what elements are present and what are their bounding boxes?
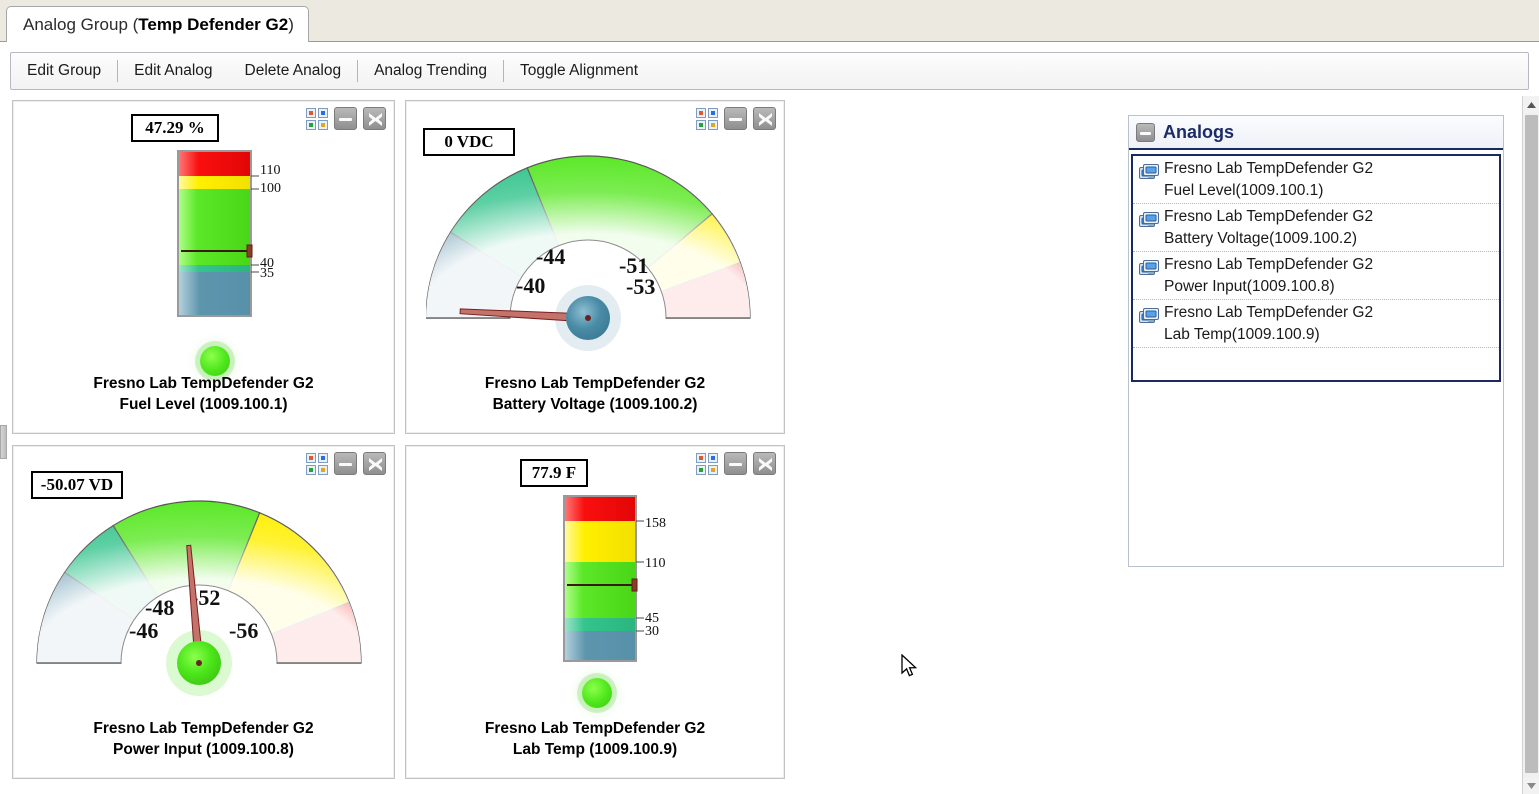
value-display-battery-voltage: 0 VDC [423, 128, 515, 156]
panel-controls [696, 107, 776, 130]
scroll-up-arrow-icon[interactable] [1523, 96, 1539, 113]
close-icon[interactable] [753, 452, 776, 475]
tab-label-group-name: Temp Defender G2 [138, 14, 289, 34]
svg-text:-46: -46 [129, 618, 158, 643]
bar-gauge-lab-temp: 158 110 45 30 [563, 495, 666, 662]
svg-text:35: 35 [260, 266, 274, 281]
list-item[interactable]: Fresno Lab TempDefender G2 Fuel Level(10… [1133, 156, 1499, 204]
value-display-fuel-level: 47.29 % [131, 114, 219, 142]
caption-line-2: Fuel Level (1009.100.1) [119, 396, 288, 413]
svg-text:40: 40 [260, 256, 274, 271]
list-item-label: Fresno Lab TempDefender G2 Lab Temp(1009… [1164, 304, 1374, 343]
tab-strip: Analog Group (Temp Defender G2) [0, 0, 1539, 42]
caption-line-1: Fresno Lab TempDefender G2 [484, 375, 706, 392]
panel-caption-fuel-level: Fresno Lab TempDefender G2 Fuel Level (1… [13, 373, 394, 415]
caption-line-2: Lab Temp (1009.100.9) [512, 741, 678, 758]
svg-text:-53: -53 [626, 274, 655, 299]
minimize-icon[interactable] [724, 452, 747, 475]
monitor-icon [1138, 258, 1160, 280]
minimize-icon[interactable] [724, 107, 747, 130]
close-icon[interactable] [363, 452, 386, 475]
svg-text:-40: -40 [516, 273, 545, 298]
list-item-label: Fresno Lab TempDefender G2 Fuel Level(10… [1164, 160, 1374, 199]
layout-grid-icon[interactable] [696, 107, 718, 130]
monitor-icon [1138, 210, 1160, 232]
list-item[interactable]: Fresno Lab TempDefender G2 Power Input(1… [1133, 252, 1499, 300]
svg-text:30: 30 [645, 624, 659, 639]
dial-gauge-battery-voltage: -40 -44 -51 -53 [426, 155, 751, 351]
svg-text:-51: -51 [619, 253, 648, 278]
minimize-icon[interactable] [334, 452, 357, 475]
analog-panel-lab-temp: 77.9 F 158 11 [405, 445, 785, 779]
svg-text:100: 100 [260, 181, 281, 196]
svg-text:158: 158 [645, 516, 666, 531]
layout-grid-icon[interactable] [696, 452, 718, 475]
analog-panel-fuel-level: 47.29 % [12, 100, 395, 434]
panel-caption-power-input: Fresno Lab TempDefender G2 Power Input (… [13, 718, 394, 760]
svg-text:-48: -48 [145, 595, 174, 620]
bar-gauge-fuel-level: 110 100 40 35 [177, 150, 281, 317]
panel-caption-lab-temp: Fresno Lab TempDefender G2 Lab Temp (100… [406, 718, 784, 760]
status-led-lab-temp [582, 678, 612, 708]
panel-controls [306, 107, 386, 130]
minimize-icon[interactable] [334, 107, 357, 130]
panel-controls [306, 452, 386, 475]
monitor-icon [1138, 162, 1160, 184]
panel-caption-battery-voltage: Fresno Lab TempDefender G2 Battery Volta… [406, 373, 784, 415]
analogs-dock-header: Analogs [1129, 116, 1503, 150]
toolbar: Edit Group Edit Analog Delete Analog Ana… [10, 52, 1529, 90]
tab-analog-group[interactable]: Analog Group (Temp Defender G2) [6, 6, 309, 42]
dial-gauge-power-input: -46 -48 -52 -56 [36, 500, 362, 696]
scroll-down-arrow-icon[interactable] [1523, 777, 1539, 794]
close-icon[interactable] [753, 107, 776, 130]
delete-analog-button[interactable]: Delete Analog [244, 62, 342, 79]
svg-text:110: 110 [260, 163, 280, 178]
caption-line-2: Battery Voltage (1009.100.2) [492, 396, 698, 413]
layout-grid-icon[interactable] [306, 107, 328, 130]
list-item[interactable]: Fresno Lab TempDefender G2 Lab Temp(1009… [1133, 300, 1499, 348]
close-icon[interactable] [363, 107, 386, 130]
analogs-dock: Analogs Fresno Lab TempDefender G2 Fuel … [1128, 115, 1504, 567]
value-display-lab-temp: 77.9 F [520, 459, 588, 487]
toolbar-separator [502, 60, 504, 82]
list-item[interactable]: Fresno Lab TempDefender G2 Battery Volta… [1133, 204, 1499, 252]
layout-grid-icon[interactable] [306, 452, 328, 475]
analogs-dock-title: Analogs [1163, 121, 1235, 142]
list-item-label: Fresno Lab TempDefender G2 Battery Volta… [1164, 208, 1374, 247]
toolbar-separator [357, 60, 359, 82]
value-display-power-input: -50.07 VD [31, 471, 123, 499]
vertical-scrollbar[interactable] [1522, 96, 1539, 794]
status-led-fuel-level [200, 346, 230, 376]
scrollbar-thumb[interactable] [1525, 115, 1538, 773]
panel-controls [696, 452, 776, 475]
edit-group-button[interactable]: Edit Group [27, 62, 102, 79]
svg-text:110: 110 [645, 556, 665, 571]
left-panel-collapse-handle[interactable] [0, 425, 7, 459]
analog-trending-button[interactable]: Analog Trending [374, 62, 487, 79]
svg-text:-44: -44 [536, 244, 565, 269]
tab-label-suffix: ) [288, 14, 294, 34]
mouse-cursor [901, 653, 919, 685]
svg-text:-56: -56 [229, 618, 258, 643]
toggle-alignment-button[interactable]: Toggle Alignment [519, 62, 639, 79]
svg-text:45: 45 [645, 611, 659, 626]
analogs-list[interactable]: Fresno Lab TempDefender G2 Fuel Level(10… [1131, 154, 1501, 382]
tab-label-prefix: Analog Group ( [23, 14, 139, 34]
minimize-icon[interactable] [1136, 122, 1155, 142]
caption-line-1: Fresno Lab TempDefender G2 [93, 720, 314, 737]
analog-panel-power-input: -50.07 VD -46 -48 -52 - [12, 445, 395, 779]
caption-line-1: Fresno Lab TempDefender G2 [93, 375, 314, 392]
edit-analog-button[interactable]: Edit Analog [134, 62, 213, 79]
caption-line-1: Fresno Lab TempDefender G2 [484, 720, 706, 737]
toolbar-separator [117, 60, 119, 82]
list-item-label: Fresno Lab TempDefender G2 Power Input(1… [1164, 256, 1374, 295]
analog-panel-battery-voltage: 0 VDC -40 -44 [405, 100, 785, 434]
monitor-icon [1138, 306, 1160, 328]
caption-line-2: Power Input (1009.100.8) [113, 741, 294, 758]
